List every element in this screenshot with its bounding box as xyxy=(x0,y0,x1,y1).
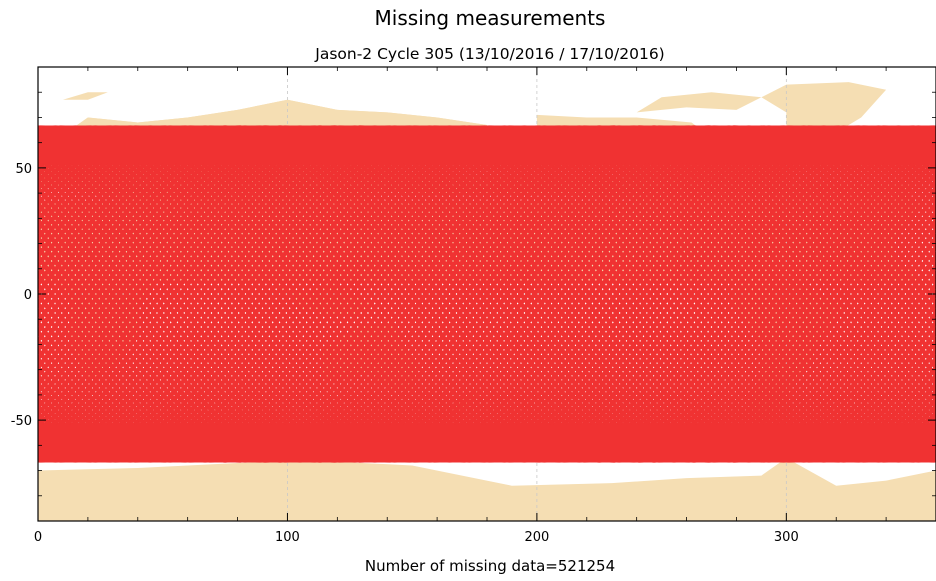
track-asc-34 xyxy=(38,125,936,463)
land-svalbard xyxy=(62,92,108,100)
track-desc-61 xyxy=(38,125,936,463)
track-asc-36 xyxy=(38,125,936,463)
track-desc-35 xyxy=(38,125,936,463)
missing-data-tracks xyxy=(38,125,936,463)
track-asc-35 xyxy=(38,125,936,463)
track-band-south xyxy=(38,425,936,461)
track-desc-33 xyxy=(38,125,936,463)
track-desc-63 xyxy=(38,125,936,463)
y-tick-label--50: -50 xyxy=(11,414,32,429)
land-antarctica xyxy=(38,457,936,521)
x-tick-label-200: 200 xyxy=(524,530,549,545)
track-desc-34 xyxy=(38,125,936,463)
x-tick-label-100: 100 xyxy=(275,530,300,545)
y-tick-label-0: 0 xyxy=(24,288,32,303)
track-band-north xyxy=(38,127,936,163)
track-asc-61 xyxy=(38,125,936,463)
x-axis-label: Number of missing data=521254 xyxy=(364,557,616,575)
land-canadian-arctic xyxy=(636,92,762,113)
x-tick-label-0: 0 xyxy=(34,530,42,545)
axes: 0 100 200 300 -50 0 50 xyxy=(11,66,936,545)
chart-title: Missing measurements xyxy=(374,6,606,30)
x-tick-label-300: 300 xyxy=(774,530,799,545)
track-asc-62 xyxy=(38,125,936,463)
track-desc-62 xyxy=(38,125,936,463)
track-desc-36 xyxy=(38,125,936,463)
y-tick-label-50: 50 xyxy=(15,162,32,177)
track-asc-63 xyxy=(38,125,936,463)
chart-subtitle: Jason-2 Cycle 305 (13/10/2016 / 17/10/20… xyxy=(315,45,665,63)
